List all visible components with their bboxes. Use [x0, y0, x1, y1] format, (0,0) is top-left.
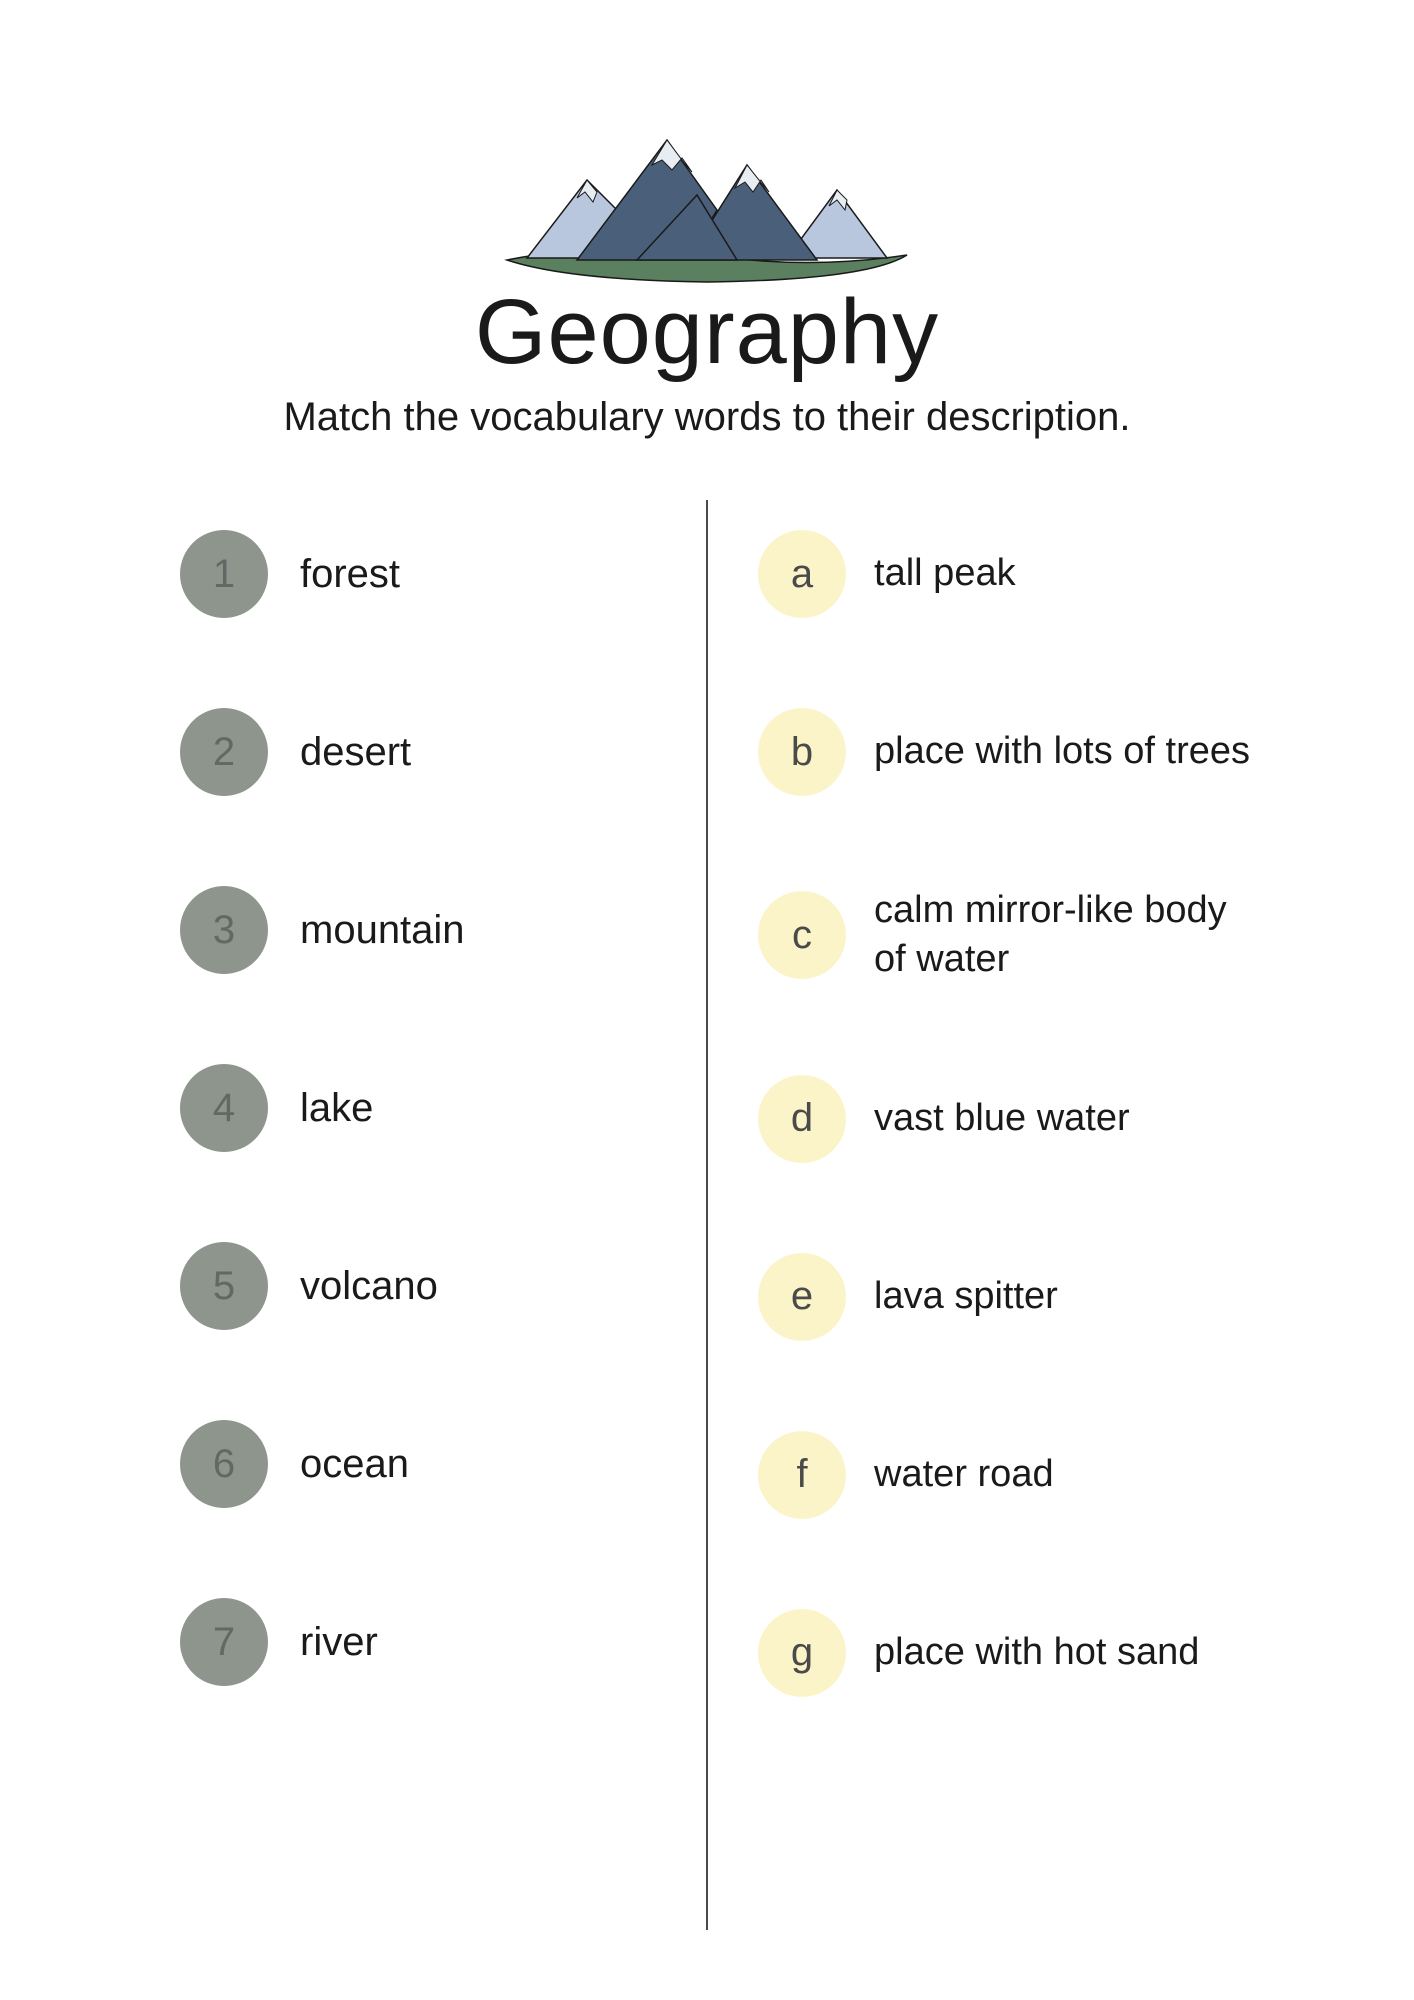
vocab-word: forest — [300, 549, 400, 599]
vocab-row: 4 lake — [180, 1064, 646, 1152]
worksheet-page: Geography Match the vocabulary words to … — [0, 0, 1414, 2000]
vocab-row: 5 volcano — [180, 1242, 646, 1330]
matching-columns: 1 forest 2 desert 3 mountain 4 lake 5 vo… — [140, 530, 1274, 1920]
description-column: a tall peak b place with lots of trees c… — [708, 530, 1274, 1920]
desc-row: g place with hot sand — [758, 1609, 1264, 1697]
desc-row: e lava spitter — [758, 1253, 1264, 1341]
vocab-row: 6 ocean — [180, 1420, 646, 1508]
number-badge: 7 — [180, 1598, 268, 1686]
letter-badge: a — [758, 530, 846, 618]
vocab-word: lake — [300, 1083, 373, 1133]
mountain-icon — [487, 120, 927, 290]
letter-badge: f — [758, 1431, 846, 1519]
vocab-word: volcano — [300, 1261, 438, 1311]
vocab-word: desert — [300, 727, 411, 777]
desc-text: vast blue water — [874, 1094, 1130, 1143]
letter-badge: e — [758, 1253, 846, 1341]
number-badge: 2 — [180, 708, 268, 796]
desc-text: calm mirror-like body of water — [874, 886, 1264, 985]
desc-text: lava spitter — [874, 1272, 1058, 1321]
number-badge: 6 — [180, 1420, 268, 1508]
number-badge: 1 — [180, 530, 268, 618]
letter-badge: d — [758, 1075, 846, 1163]
vocab-row: 2 desert — [180, 708, 646, 796]
desc-row: f water road — [758, 1431, 1264, 1519]
vocab-row: 3 mountain — [180, 886, 646, 974]
letter-badge: c — [758, 891, 846, 979]
vocab-row: 7 river — [180, 1598, 646, 1686]
page-title: Geography — [475, 280, 939, 385]
number-badge: 3 — [180, 886, 268, 974]
desc-row: a tall peak — [758, 530, 1264, 618]
vocab-row: 1 forest — [180, 530, 646, 618]
vocab-word: ocean — [300, 1439, 409, 1489]
letter-badge: b — [758, 708, 846, 796]
number-badge: 5 — [180, 1242, 268, 1330]
desc-row: d vast blue water — [758, 1075, 1264, 1163]
letter-badge: g — [758, 1609, 846, 1697]
desc-text: tall peak — [874, 549, 1016, 598]
desc-text: place with hot sand — [874, 1628, 1199, 1677]
page-subtitle: Match the vocabulary words to their desc… — [283, 395, 1130, 440]
vocab-word: mountain — [300, 905, 465, 955]
number-badge: 4 — [180, 1064, 268, 1152]
desc-row: c calm mirror-like body of water — [758, 886, 1264, 985]
desc-row: b place with lots of trees — [758, 708, 1264, 796]
desc-text: water road — [874, 1450, 1054, 1499]
vocabulary-column: 1 forest 2 desert 3 mountain 4 lake 5 vo… — [140, 530, 706, 1920]
desc-text: place with lots of trees — [874, 727, 1250, 776]
vocab-word: river — [300, 1617, 378, 1667]
